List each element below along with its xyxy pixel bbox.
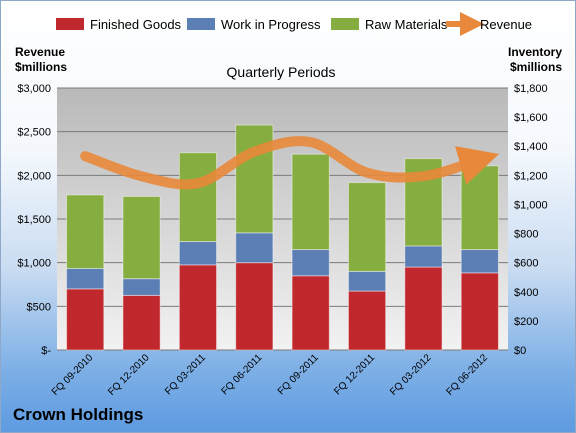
bar-work-in-progress: [404, 245, 443, 268]
bar-raw-materials: [347, 182, 387, 272]
left-tick-label: $1,000: [17, 258, 51, 270]
right-tick-label: $0: [514, 345, 526, 357]
left-tick-label: $500: [27, 301, 51, 313]
company-name: Crown Holdings: [13, 405, 144, 424]
bar-finished-goods: [460, 272, 499, 351]
legend-label: Revenue: [480, 17, 532, 32]
right-axis-title-line1: Inventory: [508, 45, 562, 59]
category-label: FQ 06-2011: [219, 352, 264, 397]
category-label: FQ 12-2011: [332, 352, 377, 397]
bar-raw-materials: [235, 124, 274, 234]
bar-finished-goods: [66, 288, 105, 351]
category-label: FQ 06-2012: [444, 352, 490, 398]
bar-work-in-progress: [122, 278, 161, 296]
legend-swatch: [56, 18, 84, 30]
right-tick-label: $1,400: [514, 141, 548, 153]
legend-swatch: [187, 18, 215, 30]
category-label: FQ 09-2011: [276, 352, 321, 397]
category-label: FQ 03-2012: [388, 352, 434, 398]
legend: Finished Goods Work in Progress Raw Materi…: [56, 12, 532, 36]
right-tick-label: $1,200: [514, 170, 548, 182]
legend-label: Finished Goods: [90, 17, 182, 32]
bar-raw-materials: [122, 195, 161, 280]
bar-finished-goods: [235, 262, 274, 351]
bar-raw-materials: [460, 165, 499, 251]
left-tick-label: $2,500: [17, 127, 51, 139]
category-label: FQ 03-2011: [163, 352, 208, 397]
left-tick-label: $-: [41, 345, 51, 357]
legend-item-finished-goods: Finished Goods: [56, 17, 182, 32]
right-tick-label: $600: [514, 258, 538, 270]
left-axis-title-line1: Revenue: [15, 45, 65, 59]
bar-raw-materials: [291, 153, 330, 251]
left-tick-label: $3,000: [17, 83, 51, 95]
chart-subtitle: Quarterly Periods: [227, 64, 336, 80]
left-axis-title-line2: $millions: [15, 60, 67, 74]
legend-swatch: [331, 18, 359, 30]
bar-work-in-progress: [178, 241, 218, 266]
right-tick-label: $200: [514, 316, 538, 328]
legend-item-revenue: Revenue: [446, 12, 532, 36]
line-revenue: [80, 136, 499, 190]
bar-finished-goods: [291, 275, 330, 351]
bar-work-in-progress: [235, 232, 274, 264]
bar-finished-goods: [122, 294, 161, 351]
bar-raw-materials: [66, 194, 105, 269]
legend-label: Raw Materials: [365, 17, 448, 32]
bar-work-in-progress: [66, 267, 105, 290]
legend-item-work-in-progress: Work in Progress: [187, 17, 321, 32]
right-tick-label: $1,800: [514, 83, 548, 95]
bar-work-in-progress: [460, 249, 499, 274]
bar-raw-materials: [178, 152, 218, 243]
left-tick-label: $1,500: [17, 214, 51, 226]
right-tick-label: $1,600: [514, 112, 548, 124]
legend-label: Work in Progress: [221, 17, 321, 32]
bar-finished-goods: [178, 264, 218, 351]
right-tick-label: $800: [514, 229, 538, 241]
right-axis-title-line2: $millions: [510, 60, 562, 74]
bar-finished-goods: [347, 290, 387, 351]
legend-item-raw-materials: Raw Materials: [331, 17, 448, 32]
right-tick-label: $1,000: [514, 199, 548, 211]
left-tick-label: $2,000: [17, 170, 51, 182]
bar-finished-goods: [404, 266, 443, 351]
bar-work-in-progress: [347, 270, 387, 292]
category-label: FQ 12-2010: [106, 352, 152, 398]
category-label: FQ 09-2010: [50, 352, 96, 398]
right-tick-label: $400: [514, 287, 538, 299]
bar-work-in-progress: [291, 249, 330, 277]
plot-area: $- $500 $1,000 $1,500 $2,000 $2,500 $3,000 $0 $2…: [17, 83, 547, 398]
